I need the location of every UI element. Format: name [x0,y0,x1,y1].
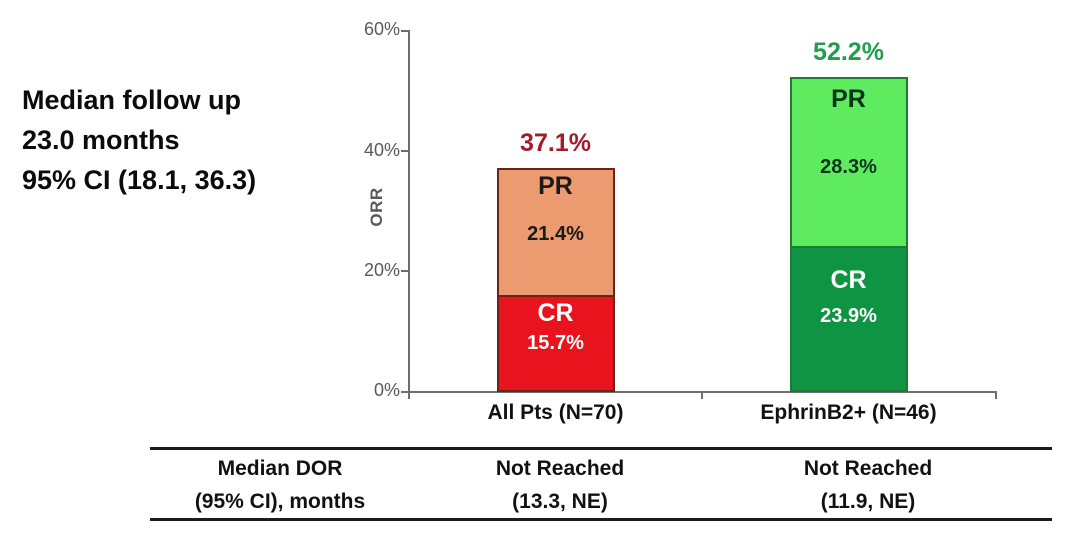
ytick-label-20: 20% [363,260,400,280]
ytick-mark-60 [401,30,409,32]
total-label-all-pts: 37.1% [520,129,591,158]
category-label-ephrinb2: EphrinB2+ (N=46) [760,401,937,424]
y-axis [408,30,410,392]
pr-segment-value: 28.3% [820,156,877,179]
table-header-line2: (95% CI), months [194,490,366,513]
pr-segment-label: PR [831,85,866,114]
table-cell-ephrinb2: Not Reached (11.9, NE) [698,452,1038,518]
ytick-mark-0 [401,391,409,393]
y-axis-title: ORR [367,187,386,227]
xtick-mark-right [995,391,997,399]
ytick-mark-40 [401,150,409,152]
median-followup-line3: 95% CI (18.1, 36.3) [22,165,257,195]
total-label-ephrinb2: 52.2% [813,38,884,67]
segment-cr-ephrinb2: CR 23.9% [789,247,908,392]
xtick-mark-middle [701,391,703,399]
table-ephrinb2-line1: Not Reached [803,457,933,480]
cr-segment-label: CR [537,299,574,328]
table-header-median-dor: Median DOR (95% CI), months [110,452,450,518]
ytick-mark-20 [401,270,409,272]
table-all-pts-line2: (13.3, NE) [512,490,608,513]
ytick-label-40: 40% [363,140,400,160]
table-cell-all-pts: Not Reached (13.3, NE) [390,452,730,518]
segment-pr-all-pts: PR 21.4% [496,168,615,298]
median-followup-line2: 23.0 months [22,125,180,155]
xtick-mark-left [408,391,410,399]
pr-segment-value: 21.4% [527,223,584,246]
median-followup-note: Median follow up 23.0 months 95% CI (18.… [22,80,256,200]
cr-segment-label: CR [830,265,867,294]
cr-segment-value: 15.7% [527,332,584,355]
table-all-pts-line1: Not Reached [495,457,625,480]
table-rule-bottom [150,518,1052,521]
cr-segment-value: 23.9% [820,304,877,327]
segment-cr-all-pts: CR 15.7% [496,297,615,392]
table-ephrinb2-line2: (11.9, NE) [820,490,916,513]
table-rule-top [150,447,1052,450]
median-followup-line1: Median follow up [22,85,241,115]
category-label-all-pts: All Pts (N=70) [487,401,624,424]
ytick-label-0: 0% [373,380,400,400]
table-header-line1: Median DOR [217,457,343,480]
pr-segment-label: PR [538,172,573,201]
ytick-label-60: 60% [363,19,400,39]
segment-pr-ephrinb2: PR 28.3% [789,77,908,248]
